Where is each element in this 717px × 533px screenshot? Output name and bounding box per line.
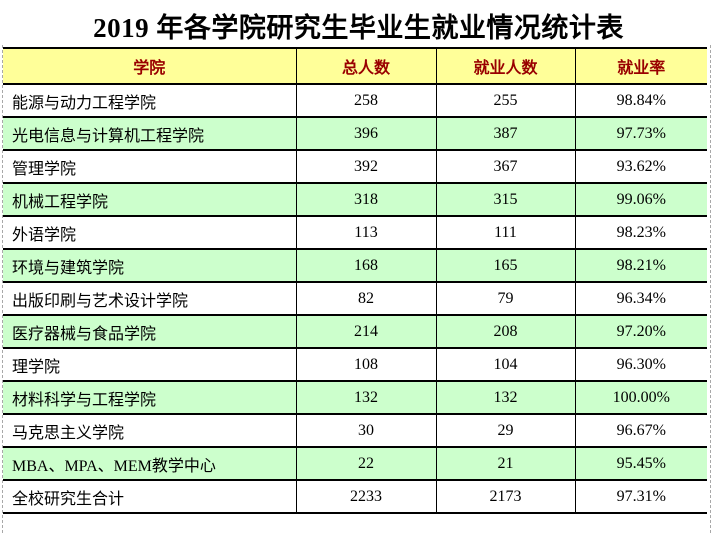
cell-rate: 97.20%	[574, 314, 707, 349]
cell-college: 医疗器械与食品学院	[3, 314, 297, 349]
cell-college: 外语学院	[3, 215, 297, 250]
cell-employed: 132	[435, 380, 576, 415]
cell-total: 82	[295, 281, 437, 316]
table-row: 能源与动力工程学院 258 255 98.84%	[3, 83, 707, 118]
table-row: 材料科学与工程学院 132 132 100.00%	[3, 380, 707, 415]
cell-total: 214	[295, 314, 437, 349]
table-row: 马克思主义学院 30 29 96.67%	[3, 413, 707, 448]
table-row: MBA、MPA、MEM教学中心 22 21 95.45%	[3, 446, 707, 481]
cell-employed: 315	[435, 182, 576, 217]
cell-college: 管理学院	[3, 149, 297, 184]
cell-college: 环境与建筑学院	[3, 248, 297, 283]
cell-total: 2233	[295, 479, 437, 514]
cell-total: 168	[295, 248, 437, 283]
cell-college: 出版印刷与艺术设计学院	[3, 281, 297, 316]
cell-rate: 95.45%	[574, 446, 707, 481]
cell-employed: 387	[435, 116, 576, 151]
cell-college: 材料科学与工程学院	[3, 380, 297, 415]
cell-employed: 255	[435, 83, 576, 118]
employment-stats-table: 学院 总人数 就业人数 就业率 能源与动力工程学院 258 255 98.84%…	[3, 47, 707, 514]
table-row: 理学院 108 104 96.30%	[3, 347, 707, 382]
cell-rate: 98.84%	[574, 83, 707, 118]
page-title: 2019 年各学院研究生毕业生就业情况统计表	[93, 13, 624, 43]
cell-employed: 104	[435, 347, 576, 382]
cell-college: 光电信息与计算机工程学院	[3, 116, 297, 151]
cell-total: 392	[295, 149, 437, 184]
cell-total: 318	[295, 182, 437, 217]
page-break-gridline-right	[710, 45, 711, 533]
cell-total: 22	[295, 446, 437, 481]
cell-rate: 98.23%	[574, 215, 707, 250]
cell-rate: 99.06%	[574, 182, 707, 217]
cell-rate: 98.21%	[574, 248, 707, 283]
cell-total: 258	[295, 83, 437, 118]
cell-employed: 79	[435, 281, 576, 316]
table-row: 环境与建筑学院 168 165 98.21%	[3, 248, 707, 283]
cell-employed: 111	[435, 215, 576, 250]
cell-employed: 367	[435, 149, 576, 184]
header-row: 学院 总人数 就业人数 就业率	[3, 47, 707, 85]
cell-employed: 2173	[435, 479, 576, 514]
cell-employed: 208	[435, 314, 576, 349]
cell-college: 机械工程学院	[3, 182, 297, 217]
page-break-gridline-left	[2, 45, 3, 533]
cell-college: MBA、MPA、MEM教学中心	[3, 446, 297, 481]
cell-rate: 93.62%	[574, 149, 707, 184]
table-row: 出版印刷与艺术设计学院 82 79 96.34%	[3, 281, 707, 316]
header-rate: 就业率	[574, 47, 707, 85]
header-employed: 就业人数	[435, 47, 576, 85]
table-row: 外语学院 113 111 98.23%	[3, 215, 707, 250]
cell-total: 396	[295, 116, 437, 151]
cell-employed: 29	[435, 413, 576, 448]
cell-employed: 165	[435, 248, 576, 283]
header-total: 总人数	[295, 47, 437, 85]
cell-employed: 21	[435, 446, 576, 481]
cell-college: 能源与动力工程学院	[3, 83, 297, 118]
cell-rate: 97.31%	[574, 479, 707, 514]
cell-rate: 96.30%	[574, 347, 707, 382]
table-row: 机械工程学院 318 315 99.06%	[3, 182, 707, 217]
cell-rate: 97.73%	[574, 116, 707, 151]
table-row-total: 全校研究生合计 2233 2173 97.31%	[3, 479, 707, 514]
cell-rate: 96.34%	[574, 281, 707, 316]
cell-total: 132	[295, 380, 437, 415]
cell-college: 理学院	[3, 347, 297, 382]
table-row: 医疗器械与食品学院 214 208 97.20%	[3, 314, 707, 349]
cell-total: 113	[295, 215, 437, 250]
cell-college: 马克思主义学院	[3, 413, 297, 448]
table-row: 管理学院 392 367 93.62%	[3, 149, 707, 184]
table-row: 光电信息与计算机工程学院 396 387 97.73%	[3, 116, 707, 151]
cell-rate: 96.67%	[574, 413, 707, 448]
cell-total: 108	[295, 347, 437, 382]
cell-college: 全校研究生合计	[3, 479, 297, 514]
header-college: 学院	[3, 47, 297, 85]
cell-total: 30	[295, 413, 437, 448]
cell-rate: 100.00%	[574, 380, 707, 415]
